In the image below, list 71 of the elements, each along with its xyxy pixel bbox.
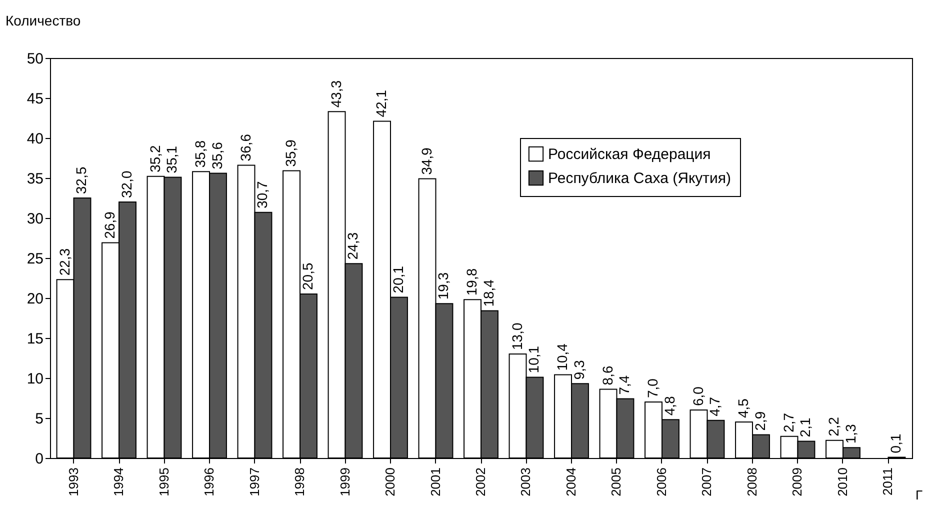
data-label: 2,1 bbox=[797, 418, 814, 438]
data-label: 19,3 bbox=[435, 272, 452, 300]
data-label: 24,3 bbox=[344, 232, 361, 260]
x-tick-label: 2003 bbox=[518, 468, 534, 496]
data-label: 7,4 bbox=[616, 375, 632, 395]
data-label: 4,8 bbox=[661, 396, 678, 416]
data-label: 35,9 bbox=[282, 139, 299, 167]
data-label: 43,3 bbox=[328, 80, 344, 108]
x-tick-label: 2011 bbox=[880, 468, 896, 496]
y-axis-title: Количество bbox=[6, 12, 81, 28]
y-tick-label: 35 bbox=[26, 170, 44, 188]
x-tick-label: 1998 bbox=[292, 468, 308, 496]
data-label: 2,2 bbox=[826, 416, 842, 436]
data-label: 2,9 bbox=[752, 411, 768, 431]
data-label: 4,7 bbox=[706, 396, 723, 416]
data-label: 6,0 bbox=[690, 386, 706, 406]
x-tick-label: 1995 bbox=[156, 468, 172, 496]
x-tick-label: 1993 bbox=[66, 468, 81, 496]
data-label: 19,8 bbox=[464, 268, 480, 296]
y-tick-label: 0 bbox=[35, 450, 44, 468]
x-tick-label: 1999 bbox=[337, 468, 352, 496]
data-label: 2,7 bbox=[780, 412, 796, 432]
x-tick-label: 2008 bbox=[744, 468, 760, 496]
data-label: 35,2 bbox=[146, 144, 163, 172]
legend-label: Республика Саха (Якутия) bbox=[548, 170, 732, 187]
x-tick-label: 2004 bbox=[564, 468, 578, 496]
x-tick-label: 2000 bbox=[382, 468, 398, 496]
data-label: 30,7 bbox=[254, 180, 270, 208]
y-tick-label: 5 bbox=[35, 410, 44, 428]
x-tick-label: 2009 bbox=[790, 468, 805, 496]
data-label: 34,9 bbox=[418, 147, 434, 175]
y-tick-label: 15 bbox=[26, 330, 44, 348]
data-label: 0,1 bbox=[888, 434, 904, 454]
x-tick-label: 2006 bbox=[654, 468, 669, 496]
data-label: 13,0 bbox=[508, 322, 525, 350]
x-tick-label: 2002 bbox=[473, 468, 488, 496]
legend-label: Российская Федерация bbox=[548, 146, 711, 163]
y-tick-label: 10 bbox=[26, 370, 44, 388]
data-label: 8,6 bbox=[599, 366, 616, 386]
y-tick-label: 20 bbox=[26, 290, 44, 308]
data-label: 10,1 bbox=[526, 346, 542, 374]
data-label: 35,6 bbox=[208, 142, 225, 170]
data-label: 42,1 bbox=[373, 90, 390, 118]
data-label: 10,4 bbox=[554, 343, 570, 371]
x-tick-label: 2010 bbox=[834, 468, 850, 496]
x-tick-label: 2007 bbox=[699, 468, 714, 496]
data-label: 7,0 bbox=[644, 378, 661, 398]
data-label: 18,4 bbox=[480, 279, 496, 307]
x-axis-title: Г bbox=[916, 488, 923, 502]
data-label: 9,3 bbox=[570, 360, 587, 380]
data-label: 1,3 bbox=[842, 424, 858, 444]
y-tick-label: 50 bbox=[26, 50, 44, 68]
x-tick-label: 2001 bbox=[428, 468, 443, 496]
data-label: 22,3 bbox=[56, 248, 72, 276]
data-label: 32,5 bbox=[73, 166, 90, 194]
y-tick-label: 45 bbox=[26, 90, 44, 108]
data-label: 20,1 bbox=[390, 266, 406, 294]
x-tick-label: 1994 bbox=[111, 468, 126, 496]
data-label: 4,5 bbox=[735, 398, 752, 418]
data-label: 20,5 bbox=[299, 262, 316, 290]
data-label: 26,9 bbox=[102, 211, 118, 239]
y-tick-label: 30 bbox=[26, 210, 44, 228]
y-tick-label: 25 bbox=[26, 250, 44, 268]
y-tick-label: 40 bbox=[26, 130, 44, 148]
data-label: 36,6 bbox=[237, 134, 254, 162]
data-label: 35,1 bbox=[164, 146, 180, 174]
x-tick-label: 2005 bbox=[608, 468, 624, 496]
data-label: 35,8 bbox=[192, 140, 208, 168]
data-label: 32,0 bbox=[118, 170, 134, 198]
x-tick-label: 1996 bbox=[202, 468, 217, 496]
x-tick-label: 1997 bbox=[246, 468, 262, 496]
